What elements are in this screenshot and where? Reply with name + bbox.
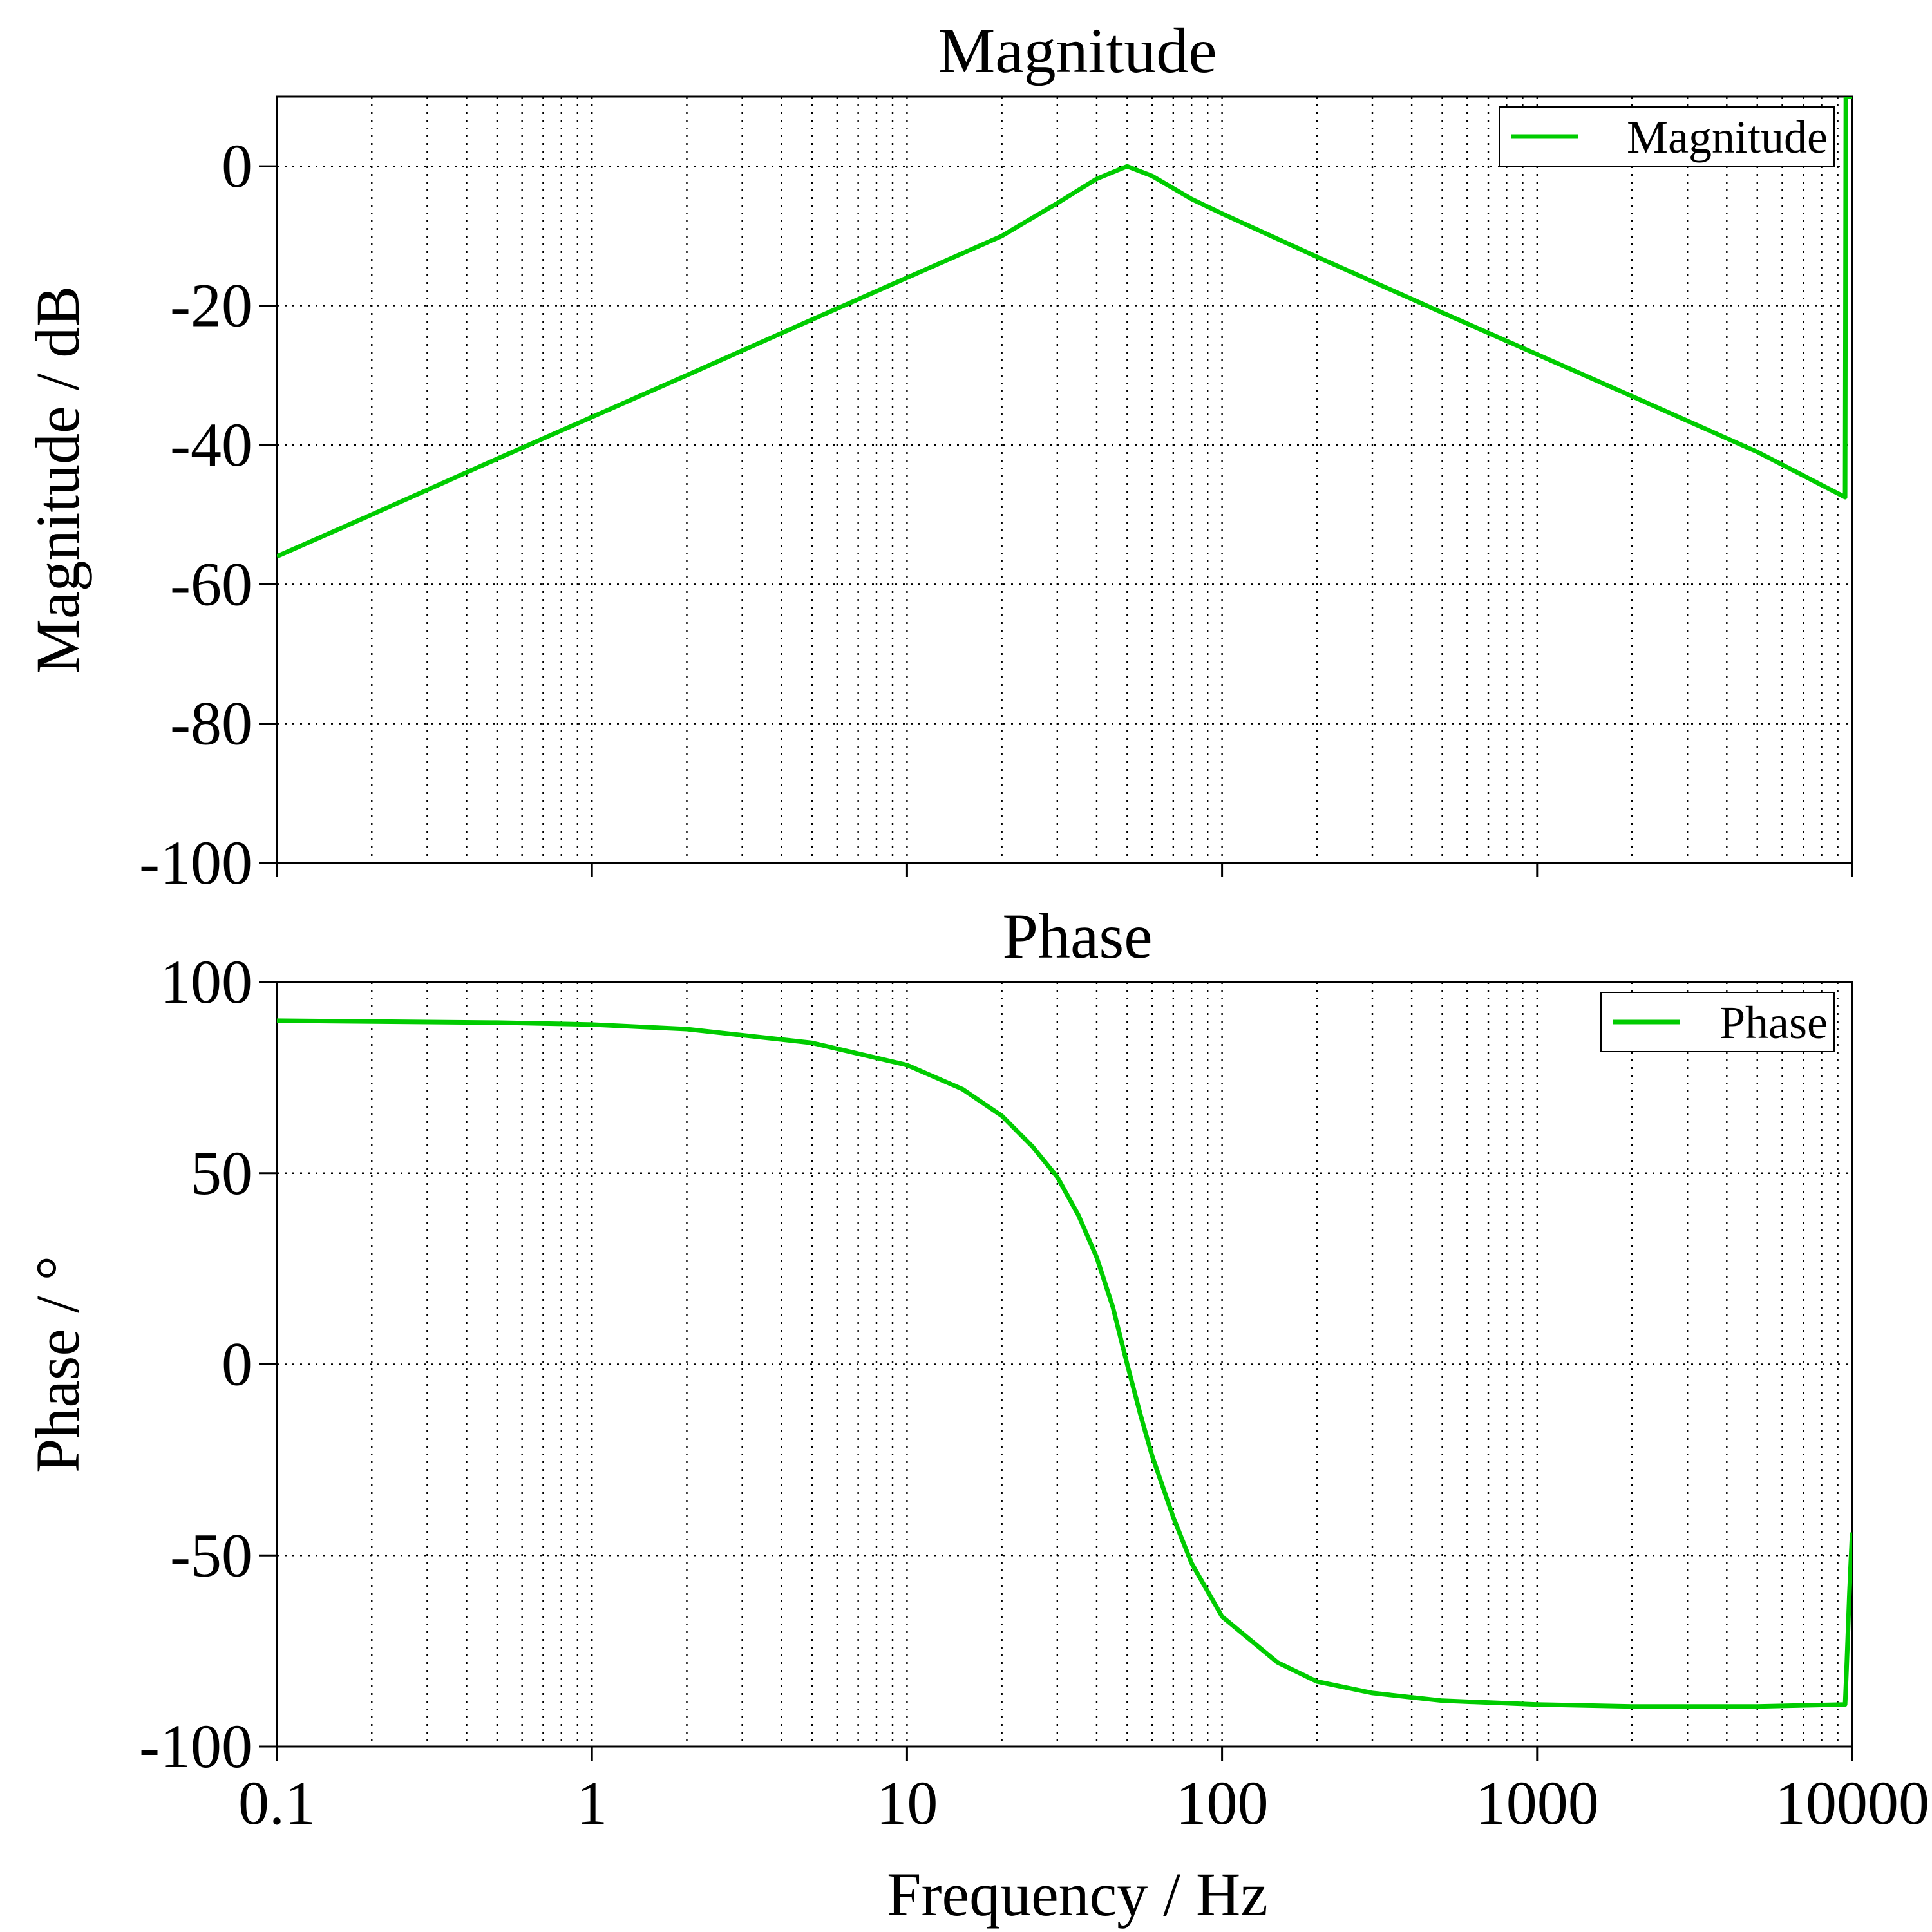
chart-title: Magnitude [938, 15, 1217, 86]
y-tick-label: -40 [170, 410, 252, 479]
x-axis-label: Frequency / Hz [887, 1860, 1268, 1929]
legend-label: Magnitude [1627, 111, 1828, 163]
y-tick-label: -100 [139, 828, 252, 897]
magnitude-panel: 0 -20 -40 -60 -80 -100 Magnitude Magnitude / dB… [23, 15, 1853, 897]
x-tick-label: 1 [576, 1768, 607, 1837]
legend-label: Phase [1719, 997, 1828, 1048]
y-axis-label: Phase / ° [23, 1256, 92, 1473]
series-line-phase [277, 1018, 1852, 1709]
y-tick-label: -50 [170, 1520, 252, 1589]
x-tick-label: 10000 [1775, 1768, 1929, 1837]
plot-frame [276, 95, 1853, 864]
x-tick-label: 1000 [1475, 1768, 1599, 1837]
y-tick-label: -80 [170, 689, 252, 758]
y-tick-label: 100 [160, 947, 252, 1016]
x-tick-label: 100 [1176, 1768, 1269, 1837]
phase-panel: 100 50 0 -50 -1000.1 1 10 100 1000 10000 Phase Phas… [23, 900, 1929, 1929]
x-tick-label: 0.1 [238, 1768, 316, 1837]
legend: Phase [1600, 992, 1835, 1052]
y-tick-label: 0 [222, 131, 252, 200]
y-tick-label: 0 [222, 1330, 252, 1399]
series-line-magnitude [277, 97, 1852, 559]
y-axis-label: Magnitude / dB [23, 286, 92, 674]
y-tick-label: -60 [170, 549, 252, 618]
x-tick-label: 10 [876, 1768, 938, 1837]
y-tick-label: -100 [139, 1712, 252, 1781]
y-tick-label: -20 [170, 271, 252, 340]
plot-frame [276, 981, 1853, 1748]
grid-lines [277, 97, 1852, 863]
grid-lines [277, 982, 1852, 1747]
chart-title: Phase [1002, 900, 1152, 972]
legend: Magnitude [1499, 106, 1835, 167]
y-tick-label: 50 [191, 1139, 252, 1208]
